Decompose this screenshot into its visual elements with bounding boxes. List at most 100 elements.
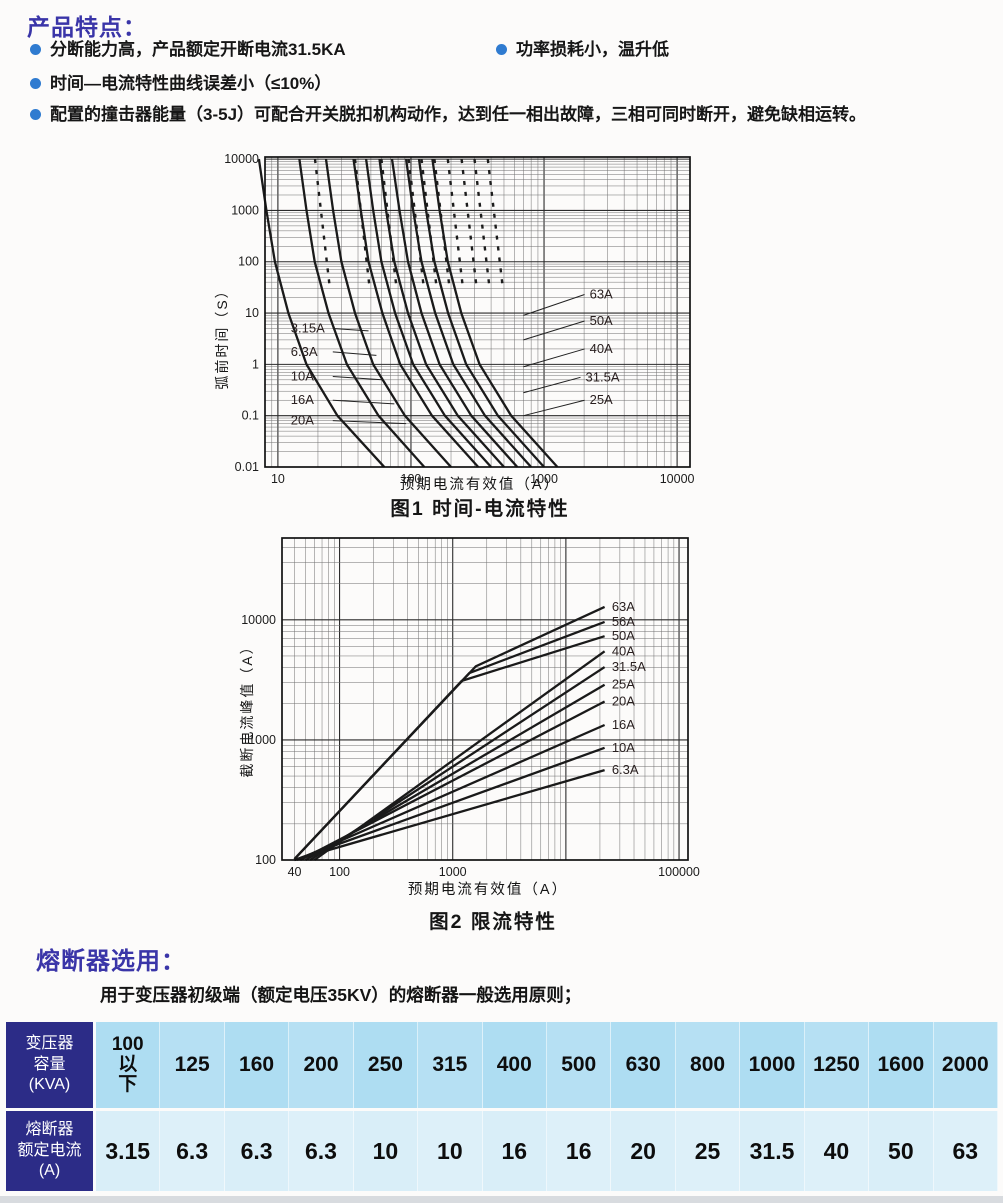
svg-text:10A: 10A [612,740,635,755]
features-heading: 产品特点： [27,14,147,40]
svg-text:100: 100 [238,255,259,269]
svg-text:10000: 10000 [241,613,276,627]
capacity-cell: 125 [160,1022,225,1108]
svg-text:100: 100 [329,865,350,879]
curves [257,158,559,468]
curve-50A [293,635,605,860]
svg-text:25A: 25A [590,392,613,407]
curve-16A [352,158,480,468]
svg-text:16A: 16A [291,392,314,407]
current-cell: 3.15 [96,1111,161,1191]
curve-40A [404,158,532,468]
chart-caption: 图1 时间-电流特性 [390,497,569,520]
current-cell: 10 [353,1111,419,1191]
svg-text:20A: 20A [612,693,635,708]
curve-20A [364,158,492,468]
current-cell: 63 [933,1111,998,1191]
svg-text:56A: 56A [612,614,635,629]
page-bottom-edge [0,1196,1003,1203]
current-cell: 16 [482,1111,547,1191]
svg-text:16A: 16A [612,717,635,732]
svg-text:10000: 10000 [224,152,259,166]
current-cell: 25 [675,1111,741,1191]
bullet-icon [496,44,507,55]
svg-text:10: 10 [271,472,285,486]
table-row: 熔断器 额定电流 (A) 3.15 6.3 6.3 6.3 10 10 16 16 20 25 31.… [6,1111,998,1191]
svg-text:10: 10 [245,306,259,320]
curve-labels: 3.15A 6.3A 10A 16A 20A 63A 50A 40A 31.5A 25A [291,287,620,428]
current-header: 熔断器 额定电流 (A) [6,1111,96,1191]
svg-text:10A: 10A [291,369,314,384]
table-row: 变压器 容量 (KVA) 100 以 下 125 160 200 250 315 400 500… [6,1022,998,1108]
current-cell: 6.3 [224,1111,290,1191]
capacity-cell: 1250 [804,1022,870,1108]
svg-text:63A: 63A [612,599,635,614]
capacity-cell: 630 [611,1022,676,1108]
bullet-icon [30,44,41,55]
chart-current-limiting-figure2: 40 100 1000 100000 100 1000 10000 63A56A50A40A3… [239,537,700,933]
curve-3.15A [257,158,386,468]
selection-heading: 熔断器选用： [36,948,186,975]
svg-text:25A: 25A [612,677,635,692]
svg-text:10000: 10000 [660,472,695,486]
curve-6.3A [294,768,605,862]
capacity-cell: 2000 [933,1022,998,1108]
axis-labels: 预期电流有效值（A） 弧前时间（S） 图1 时间-电流特性 [214,282,569,520]
curve-63A [431,158,559,468]
curve-50A [417,158,545,468]
svg-text:40A: 40A [612,643,635,658]
capacity-cell: 200 [289,1022,354,1108]
svg-text:6.3A: 6.3A [612,762,639,777]
svg-text:3.15A: 3.15A [291,321,325,336]
curve-20A [299,700,606,862]
capacity-cell: 800 [675,1022,741,1108]
curve-16A [296,723,606,862]
current-cell: 16 [547,1111,612,1191]
capacity-cell: 315 [418,1022,483,1108]
curve-25A [378,158,505,468]
axis-labels: 预期电流有效值（A） 截断电流峰值（A） 图2 限流特性 [239,638,566,933]
current-cell: 6.3 [289,1111,354,1191]
svg-text:50A: 50A [590,313,613,328]
svg-text:0.1: 0.1 [242,409,259,423]
capacity-cell: 160 [224,1022,290,1108]
capacity-cell: 1600 [869,1022,934,1108]
capacity-cell: 400 [482,1022,547,1108]
svg-text:20A: 20A [291,413,314,428]
current-cell: 6.3 [160,1111,225,1191]
svg-text:1000: 1000 [248,733,276,747]
curve-63A-min [486,158,505,289]
svg-text:6.3A: 6.3A [291,344,318,359]
curves [293,605,606,862]
svg-text:50A: 50A [612,628,635,643]
feature-item: 分断能力高，产品额定开断电流31.5KA [50,40,346,59]
svg-text:1000: 1000 [439,865,467,879]
curve-63A [293,605,606,860]
fuse-selection-table: 变压器 容量 (KVA) 100 以 下 125 160 200 250 315 400 500… [6,1022,998,1191]
current-cell: 31.5 [740,1111,805,1191]
svg-text:100000: 100000 [658,865,700,879]
current-cell: 10 [418,1111,483,1191]
capacity-cell: 100 以 下 [96,1022,161,1108]
bullet-icon [30,109,41,120]
svg-text:100: 100 [255,853,276,867]
svg-text:100: 100 [401,472,422,486]
capacity-cell: 1000 [740,1022,805,1108]
svg-text:31.5A: 31.5A [612,659,646,674]
current-cell: 50 [869,1111,934,1191]
svg-text:40: 40 [288,865,302,879]
svg-text:0.01: 0.01 [235,460,259,474]
curve-10A [324,158,452,468]
feature-item: 配置的撞击器能量（3-5J）可配合开关脱扣机构动作，达到任一相出故障，三相可同时… [50,105,867,124]
capacity-header: 变压器 容量 (KVA) [6,1022,96,1108]
bullet-icon [30,78,41,89]
svg-text:40A: 40A [590,341,613,356]
svg-text:截断电流峰值（A）: 截断电流峰值（A） [239,638,255,777]
svg-text:63A: 63A [590,287,613,302]
svg-text:1000: 1000 [231,203,259,217]
plot-frame [281,537,689,861]
feature-item: 功率损耗小，温升低 [516,40,669,59]
capacity-cell: 250 [353,1022,419,1108]
current-cell: 20 [611,1111,676,1191]
